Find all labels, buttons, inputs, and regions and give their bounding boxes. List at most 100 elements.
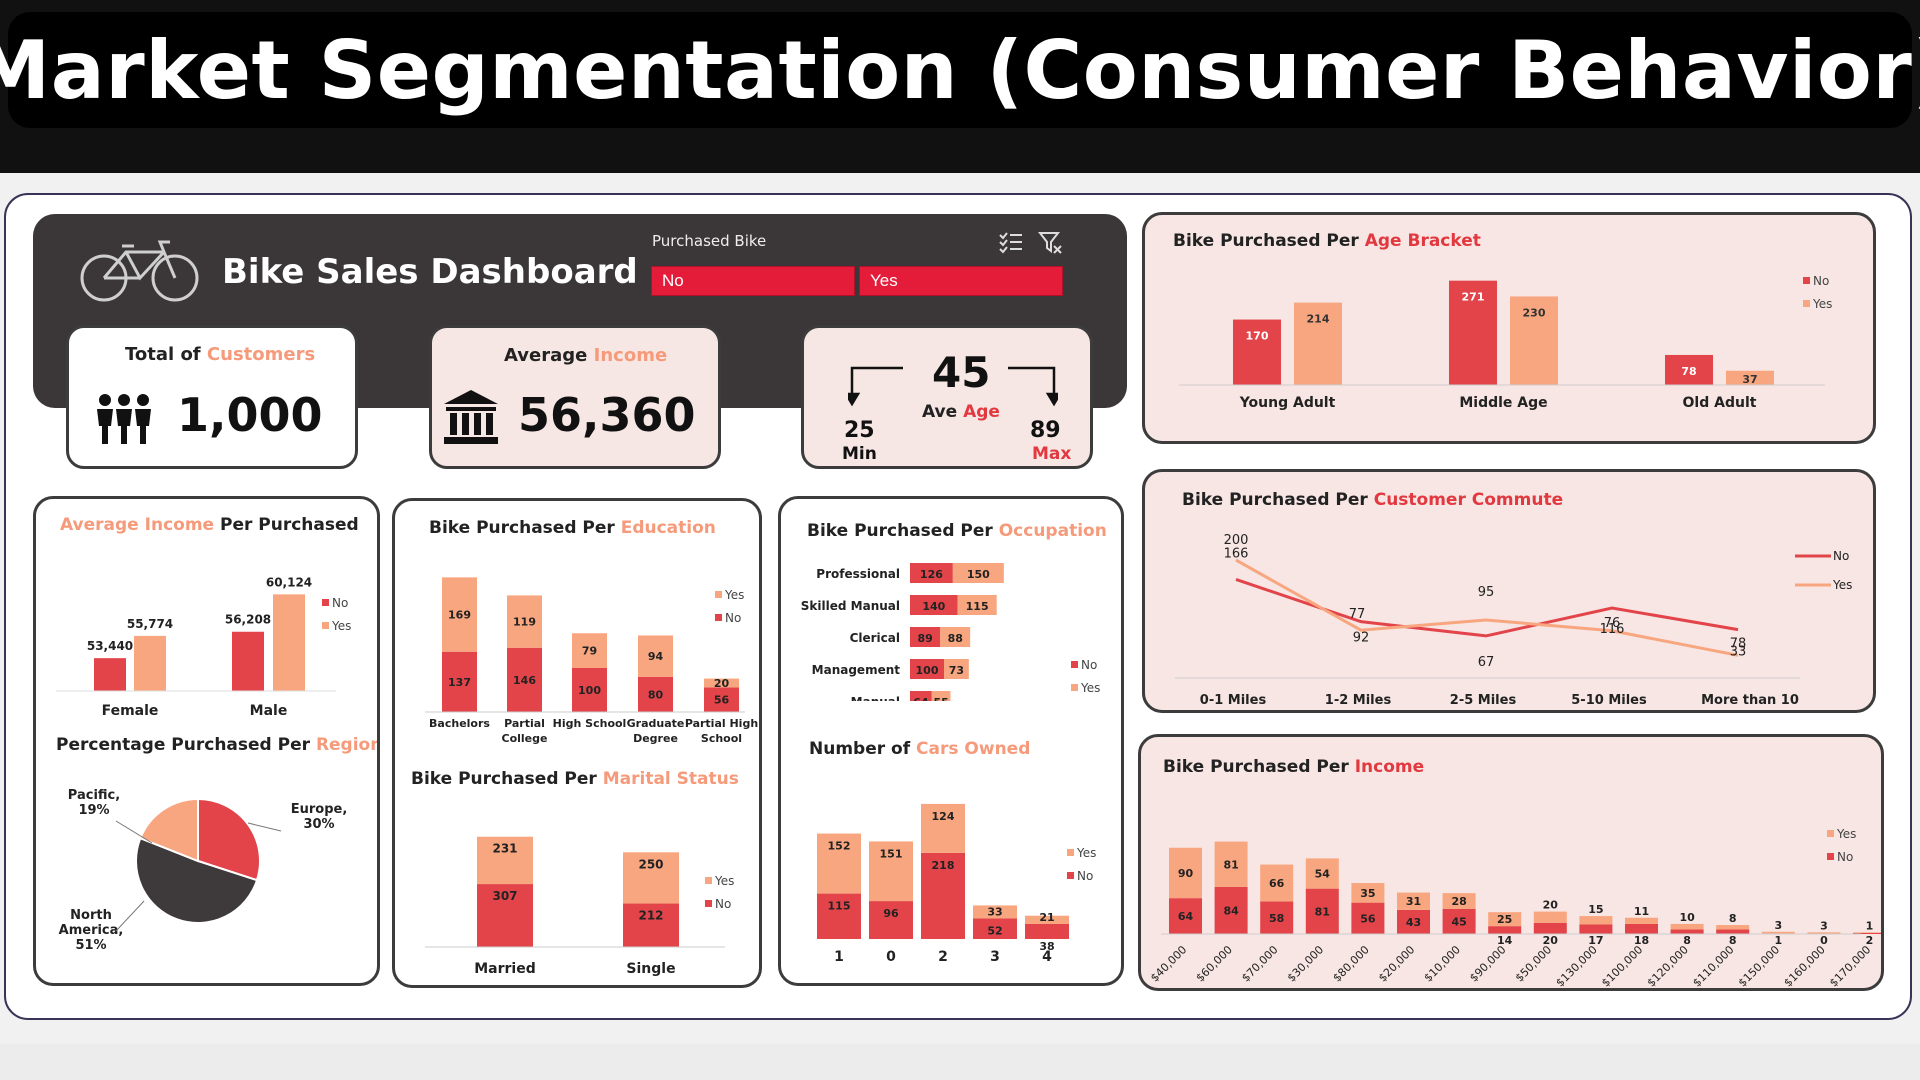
inc-bar-yes-1 <box>1214 841 1248 887</box>
inc-bar-no-11 <box>1670 929 1704 934</box>
cars-legend-swatch-no <box>1067 872 1074 879</box>
edu-value-yes-0: 169 <box>448 609 471 622</box>
inc-bar-no-10 <box>1625 923 1658 934</box>
edu-legend-label-yes: Yes <box>724 588 744 602</box>
edu-bar-yes-1 <box>507 595 542 648</box>
occ-category-1: Skilled Manual <box>801 599 900 613</box>
commute-value-no-3: 116 <box>1600 622 1625 637</box>
multi-select-icon[interactable] <box>998 230 1024 254</box>
commute-category-2: 2-5 Miles <box>1450 693 1517 708</box>
edu-value-yes-2: 79 <box>582 645 597 658</box>
inc-value-no-9: 17 <box>1588 934 1603 947</box>
occ-bar-yes-0 <box>952 563 1004 583</box>
income-region-panel: Average Income Per Purchased 53,440 55,77… <box>33 496 380 986</box>
age-category-0: Young Adult <box>1239 395 1336 411</box>
income-legend-swatch-yes <box>322 622 329 629</box>
inc-value-no-14: 0 <box>1820 934 1828 947</box>
marital-chart: 307 231 Married 212 250 Single Yes No <box>425 836 734 977</box>
inc-value-no-15: 2 <box>1866 934 1874 947</box>
income-purchased-title: Average Income Per Purchased <box>60 515 359 535</box>
clear-filter-icon[interactable] <box>1038 230 1064 254</box>
income-label-yes-male: 60,124 <box>266 575 312 589</box>
age-value-yes-2: 37 <box>1742 373 1757 386</box>
edu-value-no-1: 146 <box>513 674 536 687</box>
region-label-europe-0: Europe, <box>291 802 348 817</box>
inc-value-no-6: 45 <box>1451 915 1466 928</box>
commute-chart: 166 92 67 116 78 200 77 95 76 33 0-1 Miles 1-2 Mile… <box>1175 533 1852 710</box>
edu-bar-yes-3 <box>638 635 673 677</box>
inc-bar-yes-14 <box>1807 932 1841 934</box>
marital-legend-swatch-no <box>705 900 712 907</box>
inc-bar-no-6 <box>1442 908 1476 934</box>
inc-bar-yes-4 <box>1351 883 1385 903</box>
edu-bar-no-0 <box>442 651 477 712</box>
inc-value-yes-8: 20 <box>1543 899 1559 912</box>
inc-bar-yes-5 <box>1397 892 1430 910</box>
bottom-strip <box>0 1044 1920 1080</box>
kpi-age-max: 89 <box>1030 418 1061 443</box>
inc-bar-yes-2 <box>1260 864 1294 902</box>
inc-value-no-8: 20 <box>1543 934 1559 947</box>
commute-category-4-0: More than 10 <box>1701 693 1799 708</box>
cars-legend-label-no: No <box>1077 869 1093 883</box>
inc-value-no-2: 58 <box>1269 912 1284 925</box>
inc-value-no-13: 1 <box>1774 934 1782 947</box>
income-label-no-male: 56,208 <box>225 613 271 627</box>
inc-bar-yes-13 <box>1761 931 1795 934</box>
marital-value-no-married: 307 <box>492 889 517 903</box>
region-leader-1 <box>115 900 145 932</box>
occupation-title: Bike Purchased Per Occupation <box>807 521 1107 541</box>
edu-value-yes-4: 20 <box>714 677 730 690</box>
marital-bar-no-married <box>477 884 533 947</box>
commute-line-yes <box>1235 558 1739 657</box>
region-slice-pacific <box>139 797 199 863</box>
inc-value-yes-15: 1 <box>1866 919 1874 932</box>
inc-bar-no-9 <box>1579 924 1613 934</box>
cars-bar-no-3 <box>973 918 1017 939</box>
inc-bar-yes-6 <box>1442 893 1476 909</box>
inc-value-no-5: 43 <box>1406 916 1421 929</box>
commute-legend-label-yes: Yes <box>1832 578 1852 592</box>
inc-category-2: $70,000 <box>1239 943 1280 984</box>
inc-value-yes-9: 15 <box>1588 903 1603 916</box>
occ-bar-yes-3 <box>944 659 969 679</box>
age-legend-swatch-no <box>1803 277 1810 284</box>
edu-category-2-0: High School <box>553 717 627 730</box>
income-legend-label-yes: Yes <box>331 619 351 633</box>
slicer-option-yes[interactable]: Yes <box>859 266 1063 296</box>
kpi-customers-value: 1,000 <box>177 388 323 442</box>
occ-value-no-1: 140 <box>922 600 945 613</box>
edu-category-1-0: Partial <box>504 717 545 730</box>
region-label-north-america-2: 51% <box>75 938 106 953</box>
inc-value-yes-13: 3 <box>1774 919 1782 932</box>
kpi-income-value: 56,360 <box>518 388 696 442</box>
occ-value-no-3: 100 <box>916 664 939 677</box>
slicer-option-no[interactable]: No <box>651 266 855 296</box>
inc-category-10: $100,000 <box>1599 943 1645 989</box>
cars-bar-yes-3 <box>973 905 1017 919</box>
inc-bar-yes-3 <box>1305 858 1339 889</box>
marital-value-no-single: 212 <box>638 909 663 923</box>
occ-category-3: Management <box>812 663 901 677</box>
inc-value-yes-0: 90 <box>1178 867 1194 880</box>
income-purchased-chart: 53,440 55,774 Female 56,208 60,124 Male No Yes <box>56 575 351 719</box>
inc-bar-yes-15 <box>1853 932 1881 933</box>
age-bar-yes-0 <box>1294 302 1342 385</box>
inc-category-1: $60,000 <box>1194 943 1235 984</box>
marital-title: Bike Purchased Per Marital Status <box>411 769 739 789</box>
inc-category-5: $20,000 <box>1376 943 1417 984</box>
edu-value-yes-3: 94 <box>648 650 664 663</box>
age-legend-label-yes: Yes <box>1812 297 1832 311</box>
bank-icon <box>444 390 498 444</box>
commute-legend-label-no: No <box>1833 549 1849 563</box>
inc-category-0: $40,000 <box>1148 943 1189 984</box>
age-bracket-title: Bike Purchased Per Age Bracket <box>1173 231 1481 251</box>
edu-bar-yes-0 <box>442 577 477 652</box>
page-title: Market Segmentation (Consumer Behavior) <box>0 23 1920 117</box>
cars-bar-no-1 <box>817 893 861 939</box>
commute-value-no-1: 92 <box>1353 631 1370 646</box>
inc-category-11: $120,000 <box>1645 943 1691 989</box>
occ-value-no-4: 64 <box>913 696 929 701</box>
